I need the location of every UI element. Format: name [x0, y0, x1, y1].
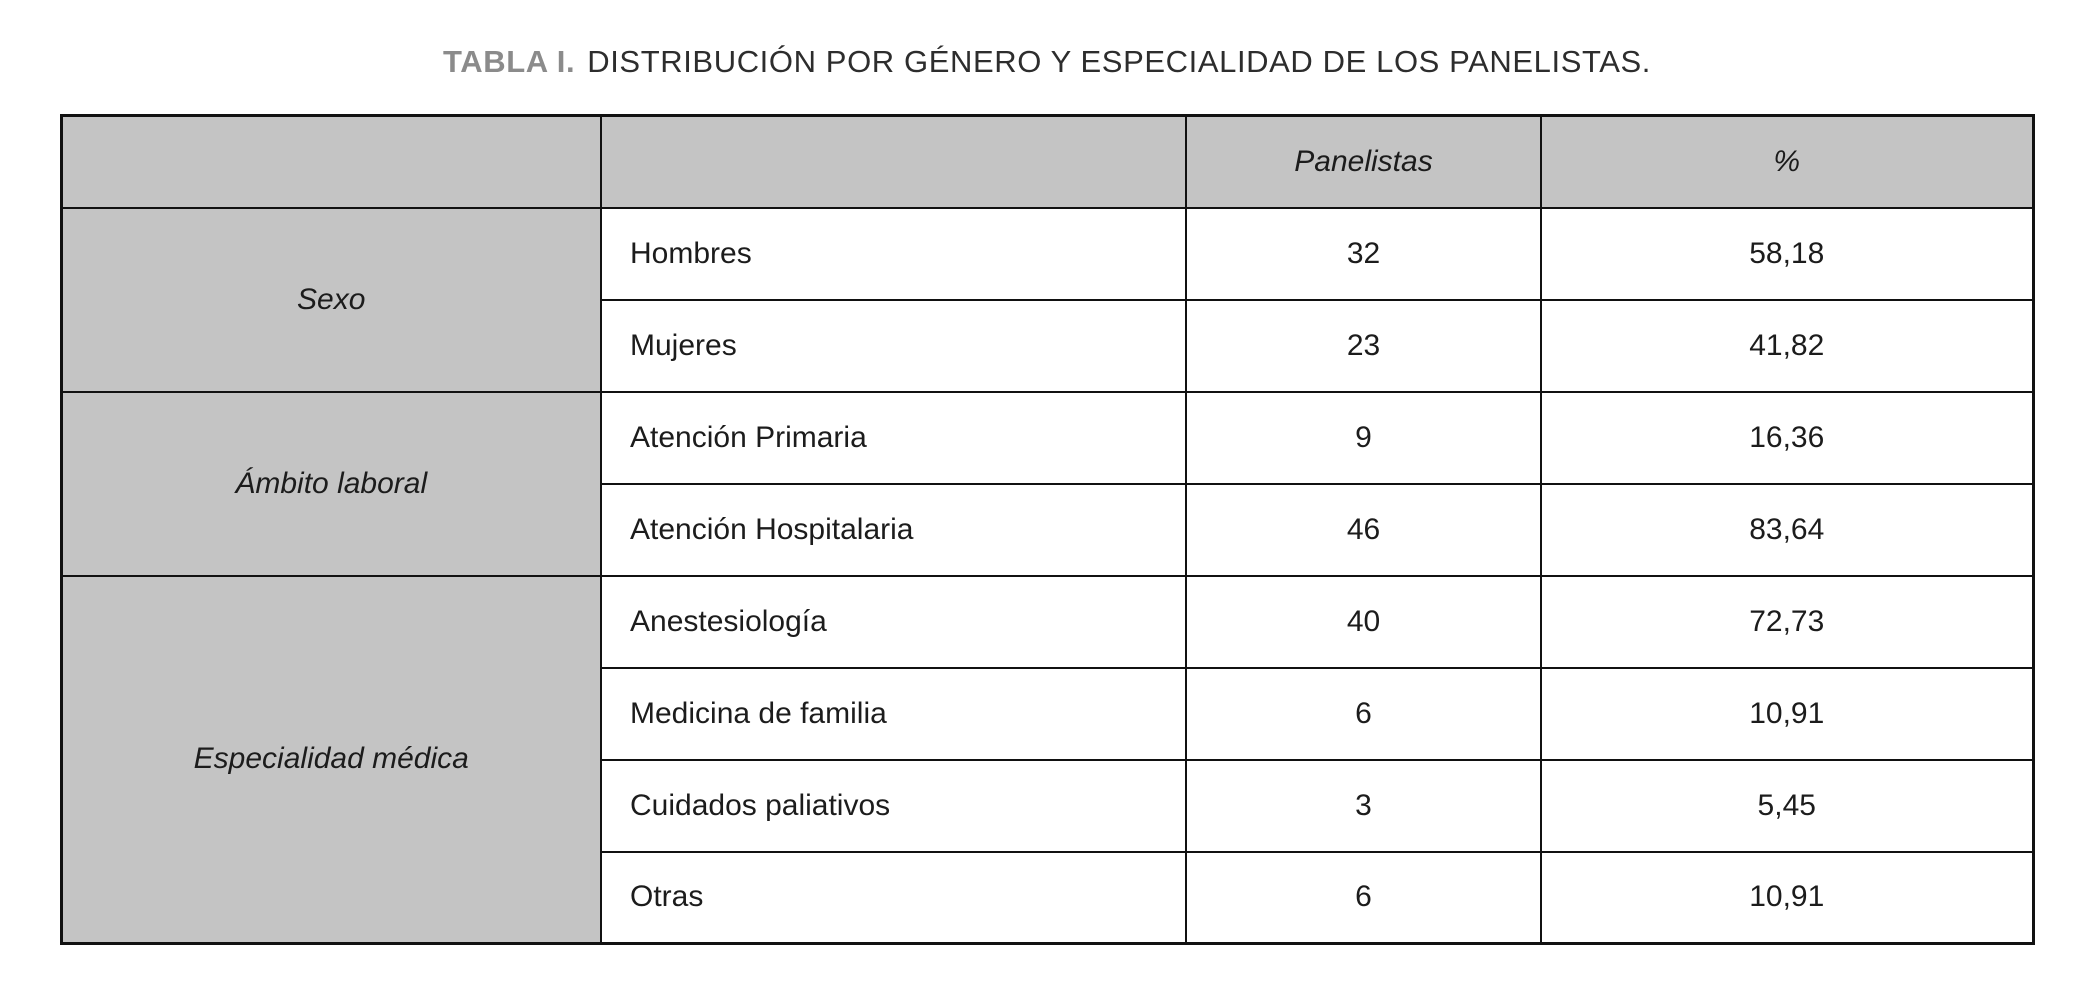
table-title-text: DISTRIBUCIÓN POR GÉNERO Y ESPECIALIDAD D…	[587, 44, 1652, 79]
row-panelistas-anestesiologia: 40	[1185, 574, 1542, 669]
row-label-otras: Otras	[600, 850, 1187, 945]
row-label-atencion-hospitalaria: Atención Hospitalaria	[600, 482, 1187, 577]
row-panelistas-atencion-primaria: 9	[1185, 390, 1542, 485]
row-panelistas-otras: 6	[1185, 850, 1542, 945]
row-panelistas-cuidados-paliativos: 3	[1185, 758, 1542, 853]
table-row: Medicina de familia 6 10,91	[61, 666, 2034, 761]
group-cell-especialidad-medica: Especialidad médica	[60, 574, 602, 945]
row-panelistas-hombres: 32	[1185, 206, 1542, 301]
table-row: Especialidad médica Anestesiología 40 72…	[60, 574, 2034, 945]
row-percent-cuidados-paliativos: 5,45	[1540, 758, 2034, 853]
row-percent-atencion-primaria: 16,36	[1540, 390, 2034, 485]
table-row: Mujeres 23 41,82	[61, 298, 2034, 393]
header-empty-cell-2	[600, 114, 1187, 209]
row-label-mujeres: Mujeres	[600, 298, 1187, 393]
row-label-anestesiologia: Anestesiología	[600, 574, 1187, 669]
distribution-table: Panelistas % Sexo Hombres 32 58,18 Mujer…	[59, 114, 2035, 945]
row-label-cuidados-paliativos: Cuidados paliativos	[600, 758, 1187, 853]
group-cell-sexo: Sexo	[60, 206, 602, 393]
row-percent-hombres: 58,18	[1540, 206, 2034, 301]
table-row: Cuidados paliativos 3 5,45	[61, 758, 2034, 853]
row-panelistas-medicina-de-familia: 6	[1185, 666, 1542, 761]
header-row: Panelistas %	[60, 114, 2034, 209]
header-empty-cell-1	[60, 114, 602, 209]
table-row: Ámbito laboral Atención Primaria 9 16,36	[60, 390, 2034, 577]
table-row: Atención Hospitalaria 46 83,64	[61, 482, 2034, 577]
table-title: TABLA I. DISTRIBUCIÓN POR GÉNERO Y ESPECI…	[0, 0, 2094, 80]
header-percent: %	[1540, 114, 2034, 209]
row-label-medicina-de-familia: Medicina de familia	[600, 666, 1187, 761]
table-title-label: TABLA I.	[442, 44, 576, 79]
table-row: Sexo Hombres 32 58,18	[60, 206, 2034, 393]
row-percent-anestesiologia: 72,73	[1540, 574, 2034, 669]
row-label-hombres: Hombres	[600, 206, 1187, 301]
row-panelistas-atencion-hospitalaria: 46	[1185, 482, 1542, 577]
table-row: Otras 6 10,91	[61, 850, 2034, 945]
group-cell-ambito-laboral: Ámbito laboral	[60, 390, 602, 577]
row-label-atencion-primaria: Atención Primaria	[600, 390, 1187, 485]
row-percent-medicina-de-familia: 10,91	[1540, 666, 2034, 761]
row-percent-otras: 10,91	[1540, 850, 2034, 945]
row-percent-atencion-hospitalaria: 83,64	[1540, 482, 2034, 577]
row-panelistas-mujeres: 23	[1185, 298, 1542, 393]
header-panelistas: Panelistas	[1185, 114, 1542, 209]
row-percent-mujeres: 41,82	[1540, 298, 2034, 393]
